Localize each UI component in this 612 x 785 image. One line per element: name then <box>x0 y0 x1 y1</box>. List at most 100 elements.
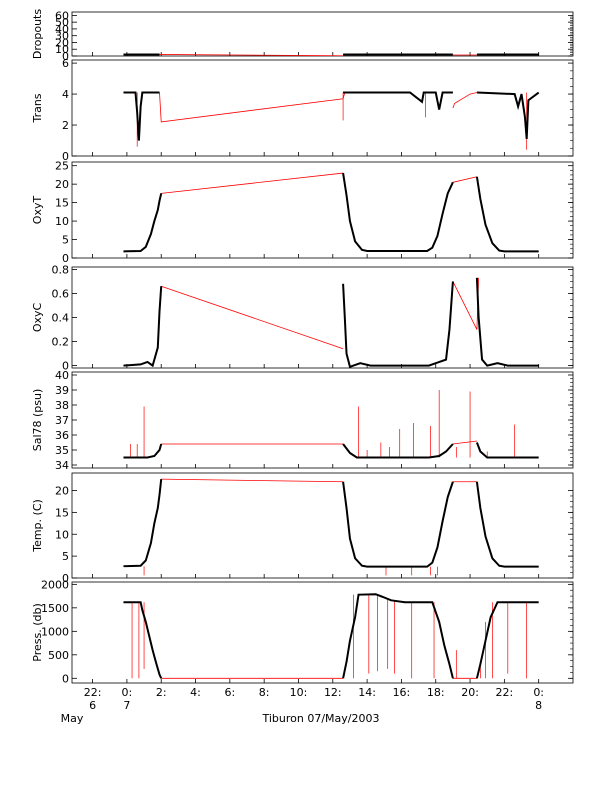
y-tick-label: 0 <box>62 572 69 585</box>
y-tick-label: 4 <box>62 88 69 101</box>
x-tick-label: 0: <box>533 686 544 699</box>
data-series-line <box>123 91 160 141</box>
y-tick-label: 20 <box>55 485 69 498</box>
data-series-line <box>123 479 163 568</box>
data-series-line <box>123 193 163 253</box>
panel-data <box>123 53 539 56</box>
x-tick-label: 6: <box>224 686 235 699</box>
x-tick-label: 22: <box>84 686 102 699</box>
y-axis-label: OxyT <box>31 196 44 225</box>
y-axis-label: OxyC <box>31 303 44 333</box>
interp-series-line <box>159 92 346 123</box>
y-tick-label: 1000 <box>41 625 69 638</box>
panel-frame <box>71 472 574 579</box>
x-tick-label: 18: <box>427 686 445 699</box>
y-tick-label: 60 <box>55 9 69 22</box>
interp-series-line <box>452 277 480 330</box>
y-tick-label: 10 <box>55 528 69 541</box>
x-tick-label: 20: <box>461 686 479 699</box>
y-tick-label: 0.4 <box>52 312 70 325</box>
chart-title: Tiburon 07/May/2003 <box>261 712 379 725</box>
data-series-line <box>475 481 539 568</box>
y-tick-label: 0 <box>62 360 69 373</box>
y-tick-label: 20 <box>55 36 69 49</box>
interp-series-line <box>159 54 344 56</box>
data-series-line <box>475 277 539 367</box>
interp-series-line <box>452 176 478 183</box>
y-tick-label: 0 <box>62 252 69 265</box>
interp-series-line <box>452 440 477 445</box>
x-tick-label: 16: <box>393 686 411 699</box>
x-tick-sublabel: 6 <box>89 699 96 712</box>
y-tick-label: 5 <box>62 234 69 247</box>
y-tick-label: 10 <box>55 215 69 228</box>
panel-7: 0 500 1000 1500 2000 Press. (db) <box>31 578 574 685</box>
interp-series-line <box>161 172 344 194</box>
y-axis-label: Sal78 (psu) <box>31 389 44 452</box>
y-tick-label: 50 <box>55 16 69 29</box>
y-tick-label: 37 <box>55 414 69 427</box>
data-series-line <box>342 172 454 252</box>
interp-series-line <box>452 92 478 109</box>
panel-frame <box>71 161 574 259</box>
panel-2: 0 2 4 6 Trans <box>31 57 574 163</box>
y-tick-label: 25 <box>55 160 69 173</box>
panel-data <box>123 390 539 459</box>
y-axis-label: Trans <box>31 93 44 123</box>
y-tick-label: 40 <box>55 23 69 36</box>
y-tick-label: 1500 <box>41 602 69 615</box>
y-tick-label: 0.2 <box>52 336 70 349</box>
panel-frame <box>71 581 574 684</box>
data-series-line <box>343 91 453 110</box>
x-tick-label: 4: <box>190 686 201 699</box>
data-series-line <box>123 601 163 679</box>
data-series-line <box>475 176 539 253</box>
y-tick-label: 30 <box>55 30 69 43</box>
y-tick-label: 0.8 <box>52 263 70 276</box>
x-tick-label: 2: <box>156 686 167 699</box>
data-series-line <box>342 443 454 459</box>
panel-frame <box>71 11 574 57</box>
y-tick-label: 10 <box>55 43 69 56</box>
panel-frame <box>71 59 574 157</box>
y-tick-label: 6 <box>62 57 69 70</box>
panel-data <box>123 172 539 253</box>
panel-5: 34 35 36 37 38 39 40 Sal78 (psu) <box>31 369 574 472</box>
y-tick-label: 39 <box>55 384 69 397</box>
y-tick-label: 36 <box>55 429 69 442</box>
data-series-line <box>342 481 454 568</box>
interp-series-line <box>161 478 344 483</box>
y-tick-label: 15 <box>55 506 69 519</box>
y-tick-label: 0 <box>62 150 69 163</box>
x-tick-sublabel: 8 <box>535 699 542 712</box>
y-tick-label: 40 <box>55 369 69 382</box>
data-series-line <box>342 593 454 679</box>
data-series-line <box>475 442 539 459</box>
y-tick-label: 500 <box>48 649 69 662</box>
y-axis-label: Press. (db) <box>31 603 44 662</box>
panel-6: 0 5 10 15 20 Temp. (C) <box>31 472 574 585</box>
y-tick-label: 2000 <box>41 578 69 591</box>
y-tick-label: 0 <box>62 50 69 63</box>
x-tick-label: 0: <box>122 686 133 699</box>
panel-frame <box>71 371 574 469</box>
y-tick-label: 15 <box>55 197 69 210</box>
data-series-line <box>123 286 163 368</box>
y-tick-label: 20 <box>55 178 69 191</box>
data-series-line <box>475 601 539 679</box>
y-tick-label: 0.6 <box>52 287 70 300</box>
panel-data <box>123 277 539 368</box>
x-tick-label: 12: <box>324 686 342 699</box>
y-tick-label: 0 <box>62 672 69 685</box>
panel-data <box>123 478 539 576</box>
x-tick-sublabel: 7 <box>123 699 130 712</box>
panel-data <box>123 91 540 150</box>
data-series-line <box>123 443 163 459</box>
interp-series-line <box>161 285 344 350</box>
y-tick-label: 34 <box>55 459 69 472</box>
y-tick-label: 38 <box>55 399 69 412</box>
y-tick-label: 2 <box>62 119 69 132</box>
x-tick-label: 8: <box>259 686 270 699</box>
data-series-line <box>342 281 454 368</box>
